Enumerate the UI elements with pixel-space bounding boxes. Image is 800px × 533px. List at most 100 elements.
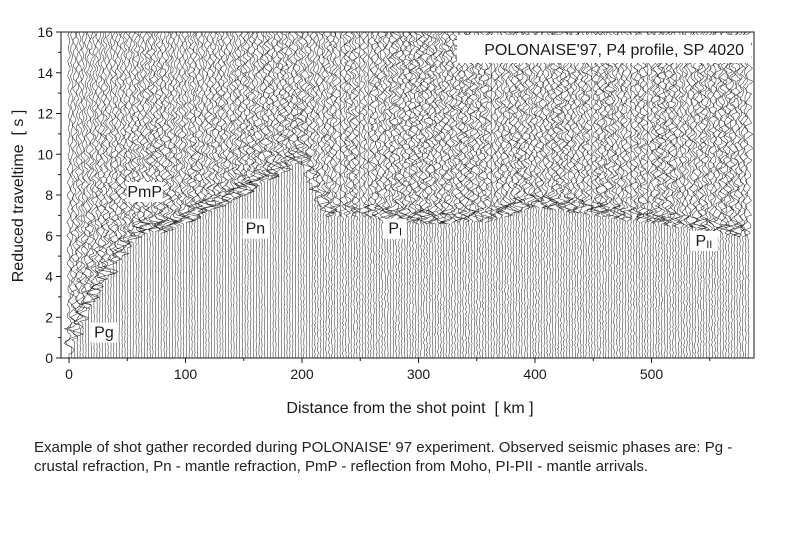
- seismic-trace: [205, 32, 220, 358]
- seismic-trace: [627, 32, 641, 358]
- x-tick-label: 300: [407, 366, 431, 382]
- seismic-trace: [112, 32, 124, 358]
- seismic-trace: [718, 32, 732, 358]
- seismic-trace: [649, 32, 666, 358]
- seismic-trace: [689, 32, 701, 358]
- seismic-trace: [349, 32, 359, 358]
- seismic-trace: [266, 32, 278, 358]
- seismic-trace: [512, 32, 526, 358]
- seismic-trace: [685, 32, 694, 358]
- y-axis: 0 2 4 6 8 10 12 14 16: [37, 24, 61, 366]
- seismic-trace: [483, 32, 497, 358]
- seismic-trace: [716, 32, 728, 358]
- seismic-trace: [109, 32, 119, 358]
- seismic-trace: [100, 32, 119, 358]
- seismic-trace: [187, 32, 204, 358]
- y-tick-label: 12: [37, 106, 53, 122]
- seismic-trace: [381, 32, 394, 358]
- seismic-trace: [318, 32, 330, 358]
- seismic-trace: [169, 32, 182, 358]
- seismic-trace: [733, 32, 745, 358]
- seismic-trace: [350, 32, 361, 358]
- seismic-trace: [386, 32, 397, 358]
- seismic-trace: [288, 32, 301, 358]
- seismic-trace: [257, 32, 272, 358]
- seismic-trace: [594, 32, 610, 358]
- y-tick-label: 4: [45, 269, 53, 285]
- phase-label-background: [384, 218, 407, 239]
- seismic-trace: [453, 32, 467, 358]
- seismic-trace: [445, 32, 457, 358]
- seismic-trace: [273, 32, 293, 358]
- seismic-trace: [709, 32, 719, 358]
- seismic-trace: [223, 32, 239, 358]
- seismic-trace: [490, 32, 492, 358]
- seismic-trace: [319, 32, 335, 358]
- seismic-trace: [291, 32, 312, 358]
- seismic-trace: [329, 32, 343, 358]
- seismic-trace: [688, 32, 699, 358]
- seismic-trace: [497, 32, 506, 358]
- x-tick-label: 100: [174, 366, 198, 382]
- seismic-trace: [398, 32, 414, 358]
- seismic-trace: [122, 32, 131, 358]
- y-tick-label: 16: [37, 24, 53, 40]
- seismic-trace: [221, 32, 232, 358]
- seismic-trace: [240, 32, 255, 358]
- seismic-trace: [174, 32, 185, 358]
- phase-label-pn: Pn: [246, 221, 266, 238]
- y-tick-label: 10: [37, 146, 53, 162]
- seismic-trace: [589, 32, 601, 358]
- seismic-trace: [367, 32, 369, 358]
- seismic-trace: [296, 32, 311, 358]
- seismic-trace: [717, 32, 732, 358]
- seismic-trace: [501, 32, 512, 358]
- seismic-trace: [652, 32, 666, 358]
- y-tick-label: 14: [37, 65, 53, 81]
- seismic-trace: [363, 32, 377, 358]
- seismic-trace: [458, 32, 471, 358]
- seismic-trace: [439, 32, 447, 358]
- seismic-trace: [647, 32, 649, 358]
- seismic-trace: [540, 32, 548, 358]
- seismic-trace: [327, 32, 338, 358]
- phase-label-pii: PII: [696, 233, 713, 251]
- seismic-trace: [616, 32, 626, 358]
- seismic-trace: [427, 32, 437, 358]
- seismic-trace: [739, 32, 747, 358]
- seismic-trace: [81, 32, 100, 358]
- x-axis-label: Distance from the shot point [ km ]: [286, 400, 533, 417]
- phase-label-pmp: PmP: [127, 184, 162, 201]
- seismic-trace: [632, 32, 642, 358]
- seismic-trace: [416, 32, 433, 358]
- seismic-trace: [708, 32, 716, 358]
- seismic-trace: [398, 32, 412, 358]
- seismic-trace: [418, 32, 435, 358]
- seismic-trace: [441, 32, 453, 358]
- phase-label-pg: Pg: [94, 325, 114, 342]
- seismic-trace: [153, 32, 170, 358]
- seismic-trace: [220, 32, 235, 358]
- seismic-trace: [63, 32, 74, 358]
- seismic-trace: [725, 32, 739, 358]
- seismic-trace: [359, 32, 361, 358]
- seismic-trace: [103, 32, 118, 358]
- seismic-trace: [339, 32, 347, 358]
- y-tick-label: 8: [45, 187, 53, 203]
- seismic-trace: [557, 32, 575, 358]
- seismic-trace: [729, 32, 743, 358]
- seismic-trace: [598, 32, 610, 358]
- seismic-trace: [236, 32, 255, 358]
- seismic-trace: [529, 32, 540, 358]
- seismic-trace: [464, 32, 476, 358]
- seismic-trace: [96, 32, 117, 358]
- seismic-trace: [197, 32, 208, 358]
- seismic-trace: [570, 32, 580, 358]
- seismic-trace: [460, 32, 471, 358]
- seismic-trace: [74, 32, 89, 358]
- phase-label-background: [90, 322, 117, 343]
- seismic-trace: [693, 32, 708, 358]
- seismic-trace: [265, 32, 281, 358]
- seismic-trace: [273, 32, 285, 358]
- seismic-trace: [530, 32, 545, 358]
